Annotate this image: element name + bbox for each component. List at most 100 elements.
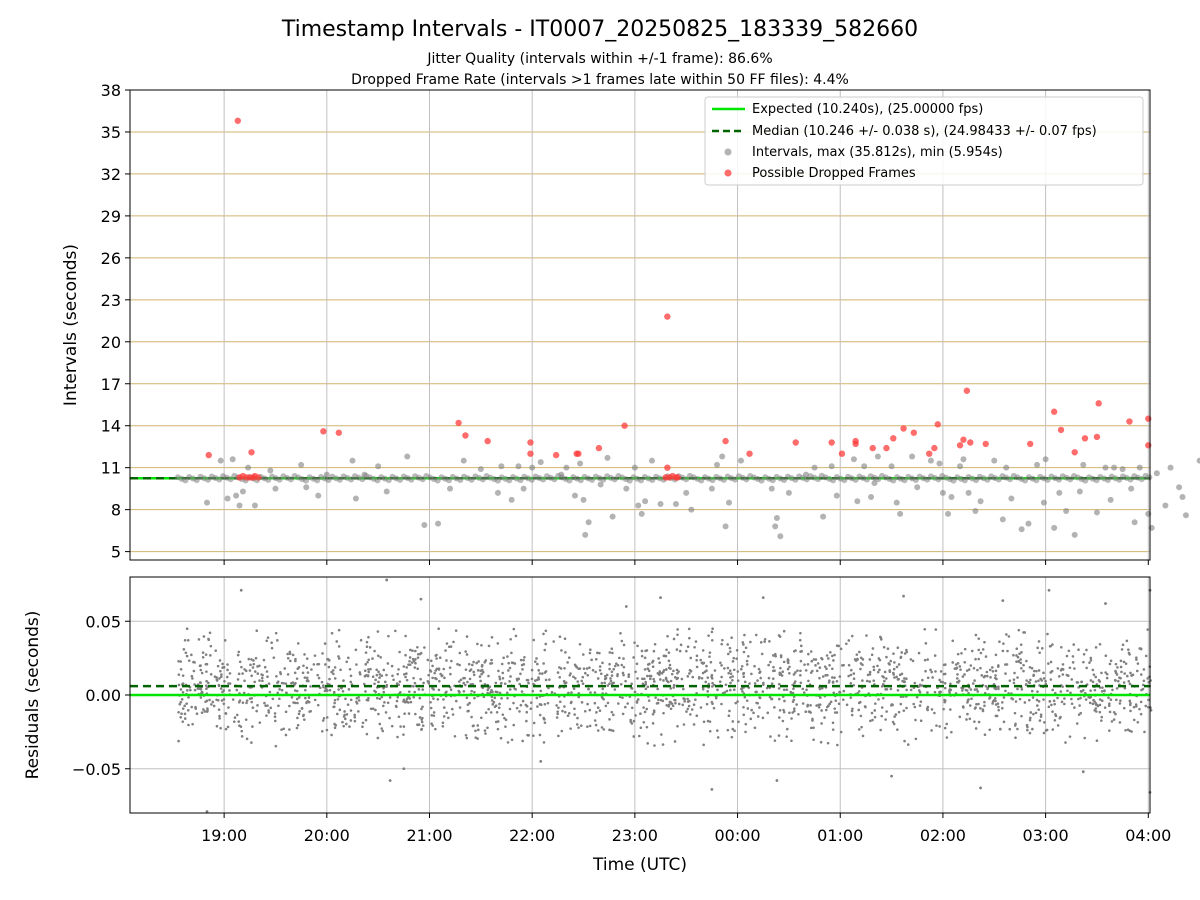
residual-point [183, 717, 187, 720]
residual-point [219, 687, 223, 690]
residual-point [1144, 704, 1148, 708]
residual-point [382, 690, 386, 694]
residual-point [559, 667, 563, 670]
residual-point [606, 684, 610, 687]
residual-point [219, 726, 222, 730]
residual-point [687, 627, 691, 631]
residual-point [667, 703, 671, 706]
residual-point [563, 637, 567, 641]
residual-point [853, 658, 857, 661]
residual-point [484, 711, 488, 714]
interval-point [267, 467, 274, 474]
residual-point [1093, 688, 1097, 692]
residual-point [396, 695, 400, 699]
residual-point [743, 633, 746, 637]
intervals-plot-frame [129, 89, 1151, 561]
residual-point [819, 696, 822, 699]
residual-point [638, 734, 641, 738]
residual-point [731, 720, 735, 723]
residual-point [1136, 662, 1140, 665]
residual-point [449, 645, 453, 648]
residual-point [1056, 724, 1060, 727]
residual-point [726, 643, 729, 646]
residual-point [1115, 687, 1119, 690]
interval-point [1153, 470, 1160, 477]
residual-point [815, 704, 818, 707]
residual-point [198, 681, 202, 684]
residual-point [1143, 730, 1146, 734]
residual-point [905, 706, 908, 710]
interval-point [948, 494, 955, 501]
residual-point [280, 728, 283, 731]
residual-point [911, 659, 915, 663]
residual-point [988, 697, 991, 700]
interval-point [991, 457, 998, 464]
residual-point [332, 705, 336, 709]
residual-point [237, 650, 241, 654]
residual-point [429, 700, 432, 704]
residual-point [711, 702, 714, 706]
residual-point [258, 664, 261, 668]
residual-point [969, 664, 973, 667]
residual-point [332, 691, 336, 694]
residual-point [939, 670, 943, 673]
residual-point [1019, 643, 1023, 646]
residual-point [1116, 666, 1119, 669]
residual-point [767, 676, 771, 680]
residual-point [729, 681, 732, 685]
residual-point [827, 704, 830, 708]
residual-point [221, 662, 224, 666]
residual-point [1013, 671, 1016, 675]
residual-point [500, 696, 503, 700]
interval-point [1179, 494, 1186, 501]
residual-point [672, 669, 675, 673]
residual-point [644, 680, 648, 684]
residual-point [812, 738, 815, 742]
residual-point [732, 656, 736, 660]
residual-point [1049, 678, 1053, 681]
residual-point [831, 676, 834, 679]
residual-point [421, 724, 425, 727]
residual-point [263, 665, 267, 669]
residual-point [1031, 727, 1034, 731]
residual-point [1068, 735, 1072, 738]
residual-point [348, 667, 352, 671]
residual-point [662, 679, 665, 682]
residual-point [757, 667, 761, 671]
residual-point [977, 702, 980, 706]
residual-point [774, 654, 777, 658]
dropped-frame-point [1081, 435, 1089, 442]
residual-point [445, 659, 448, 662]
residual-point [468, 677, 472, 681]
residual-point [1082, 652, 1086, 656]
residual-point [512, 627, 516, 631]
residual-point [1113, 678, 1117, 682]
residual-point [555, 704, 558, 707]
residual-point [248, 669, 252, 672]
residual-point [835, 644, 839, 648]
residual-point [1042, 677, 1046, 680]
residual-point [1121, 643, 1125, 647]
interval-point [537, 459, 544, 466]
intervals-y-tick-label: 5 [111, 543, 121, 562]
residual-point [608, 682, 611, 685]
residual-point [882, 645, 886, 649]
residual-point [530, 677, 534, 681]
residual-point [1100, 719, 1103, 722]
residual-point [686, 675, 690, 678]
residual-point [671, 704, 675, 708]
chart-title: Timestamp Intervals - IT0007_20250825_18… [281, 17, 918, 42]
residual-point [454, 629, 458, 632]
residual-point [743, 680, 747, 684]
residual-point [793, 681, 796, 685]
residual-point [1120, 648, 1124, 651]
residual-point [278, 688, 281, 691]
residual-point [706, 690, 709, 693]
residual-point [330, 670, 333, 674]
residual-point [1129, 709, 1132, 713]
residual-point [647, 669, 651, 673]
residual-point [556, 712, 559, 716]
residual-point [218, 717, 221, 720]
residual-point [539, 703, 543, 707]
residual-point [943, 686, 947, 690]
